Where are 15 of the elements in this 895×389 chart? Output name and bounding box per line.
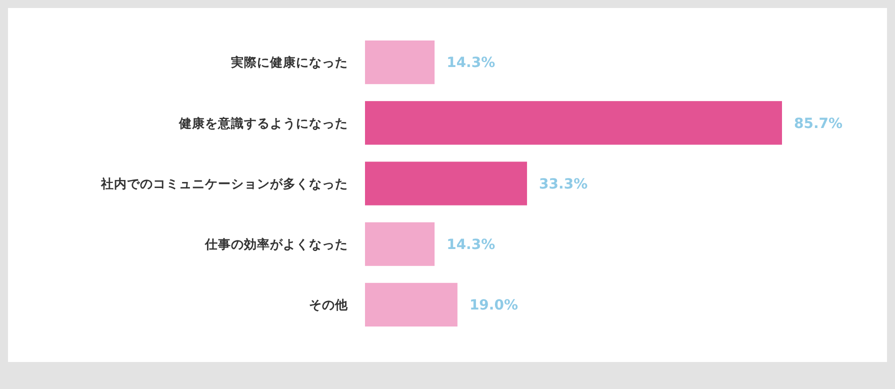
bar — [365, 40, 435, 84]
data-label: 19.0% — [469, 298, 518, 314]
data-label: 33.3% — [539, 176, 588, 192]
bar — [365, 162, 528, 206]
data-label: 14.3% — [446, 237, 496, 253]
bar — [365, 222, 435, 266]
y-tick-label: その他 — [309, 297, 349, 312]
y-tick-label: 仕事の効率がよくなった — [204, 236, 348, 252]
bar — [365, 101, 782, 145]
bar — [365, 282, 458, 327]
y-tick-label: 健康を意識するようになった — [178, 115, 348, 130]
data-label: 85.7% — [794, 116, 843, 132]
y-tick-label: 社内でのコミュニケーションが多くなった — [100, 176, 348, 191]
data-label: 14.3% — [446, 55, 496, 72]
y-tick-label: 実際に健康になった — [230, 54, 348, 70]
